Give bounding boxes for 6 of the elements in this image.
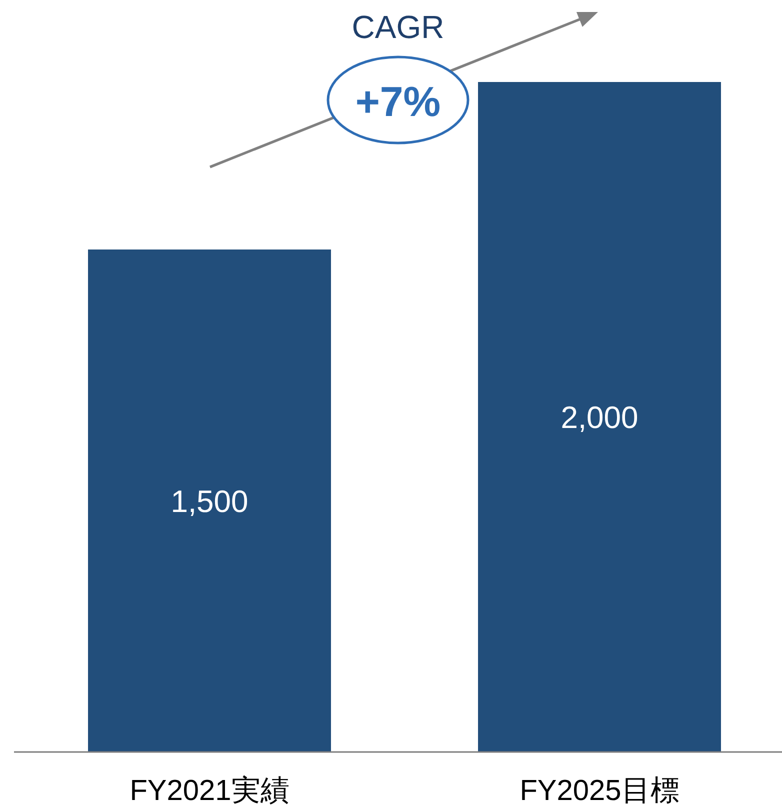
data-label: 1,500 [170,484,248,519]
annotation: +7% [355,78,441,125]
text: CAGR [352,9,444,45]
data-label: 2,000 [560,400,638,435]
x-tick-label: FY2021実績 [130,775,290,807]
x-tick-label: FY2025目標 [520,775,680,807]
